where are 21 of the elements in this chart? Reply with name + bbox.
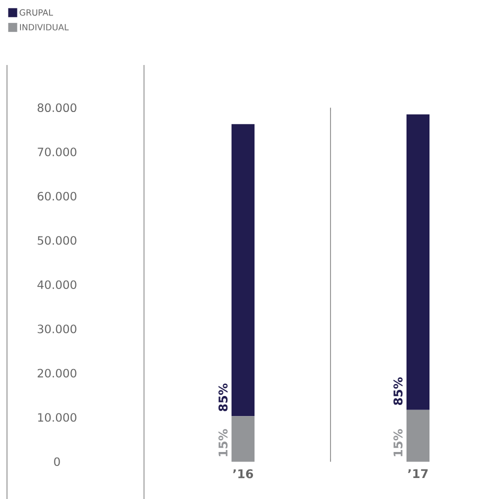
annotation: 15%: [218, 429, 228, 456]
legend-label: GRUPAL: [20, 9, 54, 16]
legend-label: INDIVIDUAL: [20, 24, 69, 30]
y-tick-label: 10.000: [38, 413, 76, 422]
x-tick-label: ’16: [233, 469, 254, 478]
y-tick-label: 60.000: [38, 192, 76, 201]
y-tick-label: 80.000: [38, 103, 76, 112]
annotation: 85%: [218, 384, 228, 412]
annotation: 15%: [393, 429, 403, 456]
y-tick-label: 50.000: [38, 236, 76, 245]
x-tick-label: ’17: [408, 469, 428, 478]
y-tick-label: 0: [54, 457, 60, 466]
bar: [232, 124, 255, 416]
bar: [232, 416, 255, 462]
y-tick-label: 40.000: [37, 280, 76, 290]
y-tick-label: 20.000: [38, 368, 76, 378]
y-tick-label: 70.000: [38, 148, 76, 156]
annotation: 85%: [393, 377, 403, 405]
bar: [406, 410, 430, 462]
y-tick-label: 30.000: [38, 324, 76, 334]
bar: [406, 114, 430, 410]
